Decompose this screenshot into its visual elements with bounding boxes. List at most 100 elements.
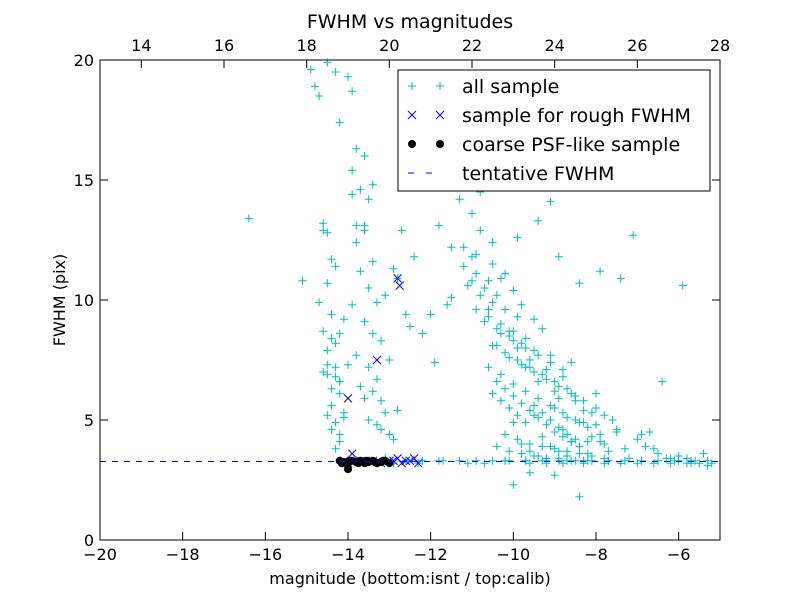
top-tick-label: 14	[131, 36, 151, 55]
all-sample-point	[360, 317, 369, 326]
y-tick-label: 15	[74, 171, 94, 190]
all-sample-point	[348, 190, 357, 199]
all-sample-point	[575, 279, 584, 288]
all-sample-point	[530, 401, 538, 410]
all-sample-point	[558, 432, 567, 441]
all-sample-point	[381, 408, 390, 417]
all-sample-point	[463, 459, 472, 468]
all-sample-point	[327, 310, 336, 319]
all-sample-point	[509, 336, 518, 345]
all-sample-point	[348, 166, 357, 175]
all-sample-point	[558, 425, 567, 434]
all-sample-point	[558, 459, 567, 468]
all-sample-point	[447, 243, 456, 252]
all-sample-point	[521, 456, 530, 465]
all-sample-point	[335, 389, 344, 398]
x-tick-label: −16	[248, 545, 282, 564]
all-sample-point	[488, 298, 497, 307]
all-sample-point	[447, 293, 456, 302]
all-sample-point	[525, 363, 534, 372]
all-sample-point	[335, 377, 344, 386]
all-sample-point	[707, 459, 716, 468]
all-sample-point	[484, 363, 493, 372]
all-sample-point	[484, 312, 493, 321]
all-sample-point	[558, 365, 567, 374]
all-sample-point	[484, 305, 493, 314]
all-sample-point	[434, 456, 443, 465]
all-sample-point	[484, 276, 493, 285]
psf-sample-point	[344, 465, 352, 474]
all-sample-point	[654, 456, 662, 465]
tick-layer: −20 −18 −16 −14 −12 −10 −8 −6 14 16 18 20 22 24 26 28 0 5…	[74, 36, 731, 564]
all-sample-point	[542, 459, 551, 468]
all-sample-point	[542, 365, 551, 374]
all-sample-point	[579, 396, 588, 405]
all-sample-point	[356, 267, 365, 276]
all-sample-point	[410, 252, 419, 261]
all-sample-point	[575, 449, 584, 458]
all-sample-point	[546, 401, 555, 410]
all-sample-point	[331, 372, 340, 381]
all-sample-point	[339, 315, 348, 324]
all-sample-point	[468, 252, 476, 261]
all-sample-point	[364, 416, 373, 424]
legend-box	[397, 69, 711, 192]
all-sample-point	[381, 291, 390, 300]
all-sample-point	[604, 456, 613, 465]
all-sample-point	[579, 459, 588, 468]
all-sample-point	[592, 420, 600, 429]
all-sample-point	[637, 456, 646, 465]
all-sample-point	[377, 425, 386, 434]
all-sample-point	[505, 404, 514, 412]
all-sample-point	[323, 411, 332, 420]
all-sample-point	[501, 269, 510, 278]
all-sample-point	[319, 226, 328, 235]
all-sample-point	[563, 413, 572, 422]
legend-label-tentative-fwhm: tentative FWHM	[462, 163, 614, 185]
y-axis-label: FWHM (pix)	[50, 254, 69, 347]
all-sample-point	[488, 260, 497, 268]
all-sample-point	[513, 435, 522, 444]
all-sample-point	[509, 392, 518, 400]
rough-fwhm-point	[413, 458, 423, 468]
all-sample-point	[699, 449, 708, 458]
all-sample-point	[509, 286, 518, 295]
all-sample-point	[530, 346, 538, 355]
all-sample-point	[476, 291, 485, 300]
all-sample-point	[501, 384, 510, 393]
top-tick-label: 24	[544, 36, 564, 55]
all-sample-point	[583, 449, 592, 458]
legend-marker-rough-fwhm	[407, 110, 417, 120]
all-sample-point	[629, 231, 638, 240]
all-sample-point	[459, 262, 468, 271]
all-sample-point	[331, 339, 340, 348]
all-sample-point	[501, 348, 510, 357]
x-tick-label: −12	[414, 545, 448, 564]
all-sample-point	[368, 180, 377, 189]
all-sample-point	[550, 377, 559, 386]
all-sample-point	[352, 351, 361, 360]
all-sample-point	[327, 255, 336, 264]
all-sample-point	[496, 274, 505, 283]
y-tick-label: 20	[74, 51, 94, 70]
all-sample-point	[695, 459, 704, 468]
top-tick-label: 18	[296, 36, 316, 55]
all-sample-point	[538, 456, 547, 465]
all-sample-point	[546, 416, 555, 424]
all-sample-point	[360, 221, 369, 230]
all-sample-point	[513, 344, 522, 352]
all-sample-point	[455, 456, 464, 465]
all-sample-point	[352, 144, 361, 153]
all-sample-point	[641, 442, 650, 451]
all-sample-point	[310, 82, 319, 91]
all-sample-point	[389, 435, 398, 444]
all-sample-point	[505, 332, 514, 340]
all-sample-point	[608, 416, 617, 424]
all-sample-point	[633, 459, 642, 468]
all-sample-point	[521, 344, 530, 352]
all-sample-point	[604, 447, 613, 456]
all-sample-point	[517, 440, 526, 448]
all-sample-point	[331, 418, 340, 427]
all-sample-point	[488, 389, 497, 398]
